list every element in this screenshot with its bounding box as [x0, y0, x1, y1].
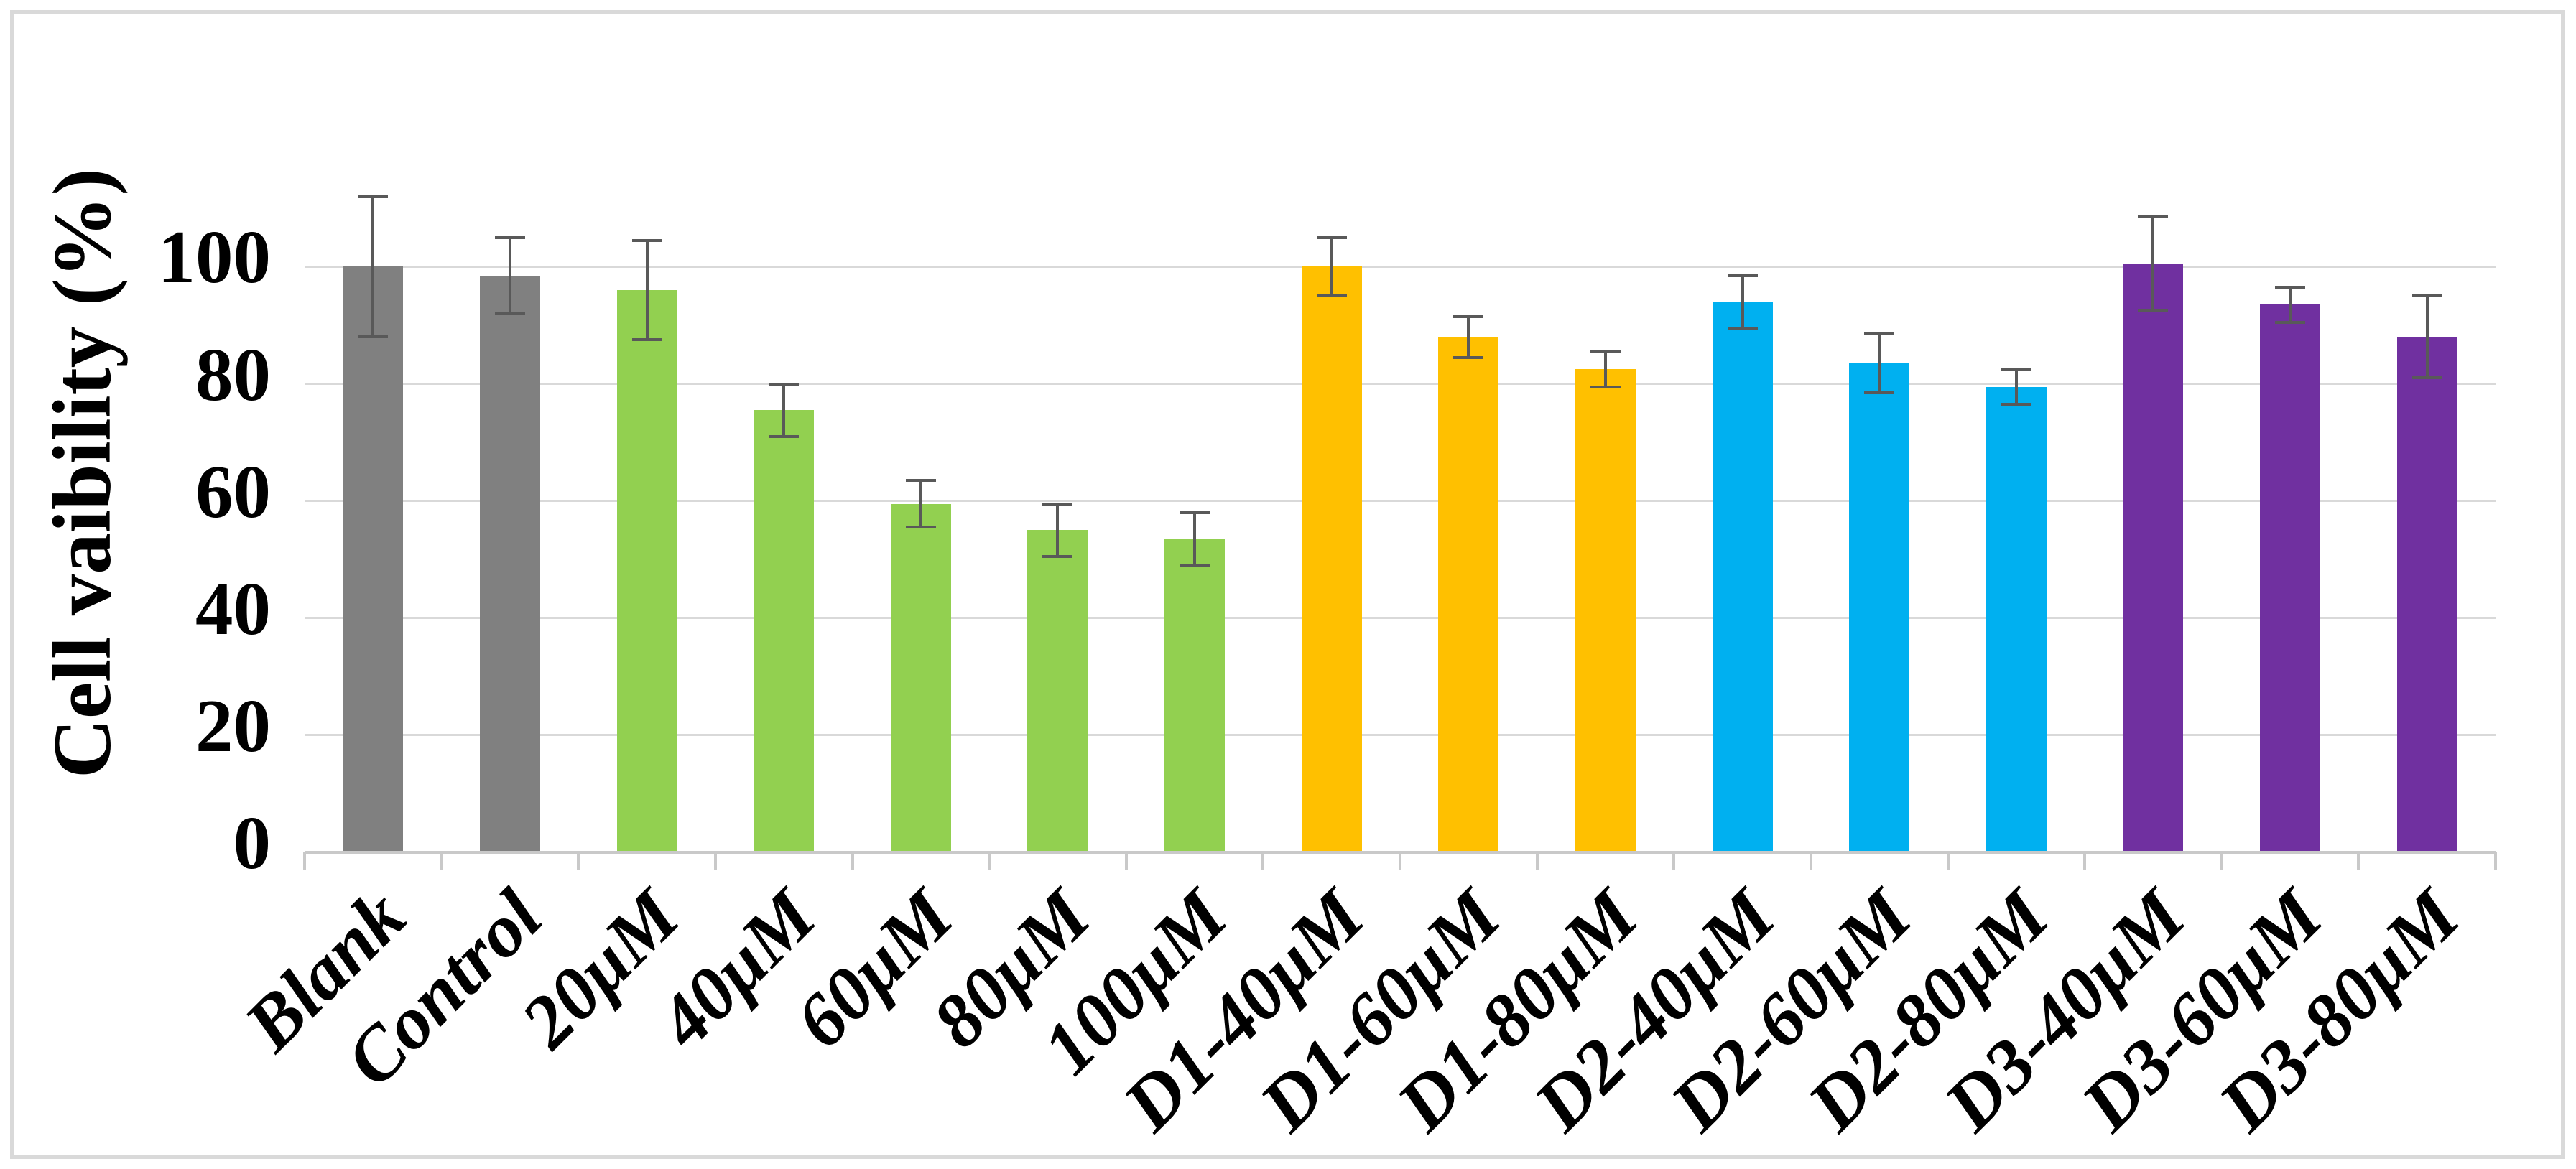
- x-axis-tick: [1946, 852, 1950, 870]
- bar-D3-80μM: [2396, 337, 2457, 852]
- bar-Control: [479, 275, 540, 852]
- y-tick-label-100: 100: [157, 215, 272, 299]
- x-axis-tick: [1535, 852, 1539, 870]
- gridline-20: [305, 734, 2496, 737]
- bar-D3-60μM: [2260, 304, 2321, 852]
- error-bar-D1-80μM: [1603, 351, 1607, 387]
- error-cap-top-Blank: [358, 195, 389, 198]
- plot-area: [305, 173, 2496, 852]
- bar-D2-40μM: [1712, 302, 1773, 852]
- error-cap-bottom-D3-40μM: [2138, 309, 2169, 312]
- bar-100μM: [1164, 539, 1226, 852]
- x-axis-tick: [577, 852, 580, 870]
- error-cap-top-Control: [494, 236, 525, 239]
- error-cap-top-D3-60μM: [2275, 286, 2306, 289]
- error-cap-bottom-60μM: [905, 526, 936, 529]
- x-axis-tick: [988, 852, 991, 870]
- x-axis-tick: [1261, 852, 1265, 870]
- bar-D3-40μM: [2123, 264, 2184, 852]
- x-axis-tick: [1809, 852, 1812, 870]
- error-cap-top-60μM: [905, 479, 936, 483]
- error-cap-top-D3-80μM: [2411, 294, 2442, 298]
- error-cap-bottom-Control: [494, 312, 525, 315]
- bar-D2-60μM: [1849, 363, 1910, 852]
- x-tick-label-20μM: 20μM: [504, 873, 695, 1064]
- error-cap-top-100μM: [1180, 511, 1210, 514]
- gridline-40: [305, 617, 2496, 620]
- y-tick-label-20: 20: [195, 683, 271, 768]
- x-axis-tick: [851, 852, 854, 870]
- error-cap-bottom-40μM: [769, 434, 800, 438]
- error-bar-40μM: [782, 383, 786, 437]
- y-tick-label-60: 60: [195, 449, 271, 534]
- error-bar-D2-80μM: [2014, 369, 2018, 405]
- error-bar-60μM: [919, 480, 922, 528]
- x-axis-tick: [2220, 852, 2223, 870]
- error-cap-bottom-100μM: [1180, 564, 1210, 567]
- error-cap-top-D1-60μM: [1453, 315, 1484, 318]
- y-tick-label-80: 80: [195, 332, 271, 416]
- error-bar-D3-40μM: [2151, 217, 2155, 311]
- bar-40μM: [754, 410, 815, 852]
- error-cap-bottom-D2-40μM: [1727, 327, 1758, 330]
- error-cap-top-D2-80μM: [2001, 368, 2031, 371]
- y-tick-label-40: 40: [195, 566, 271, 651]
- error-cap-bottom-D1-60μM: [1453, 355, 1484, 359]
- error-bar-Control: [508, 237, 511, 314]
- error-bar-D2-40μM: [1741, 275, 1744, 329]
- x-axis-tick: [713, 852, 717, 870]
- x-axis-tick: [2083, 852, 2087, 870]
- error-cap-bottom-D1-40μM: [1316, 294, 1347, 298]
- error-cap-bottom-D2-80μM: [2001, 403, 2031, 406]
- error-cap-top-20μM: [631, 238, 662, 242]
- bar-D1-40μM: [1301, 266, 1362, 852]
- error-cap-top-D2-60μM: [1864, 332, 1895, 336]
- x-axis-tick: [1399, 852, 1401, 870]
- x-axis-tick: [440, 852, 443, 870]
- error-cap-bottom-80μM: [1042, 555, 1073, 559]
- error-bar-D3-60μM: [2289, 287, 2292, 322]
- x-tick-label-40μM: 40μM: [641, 873, 832, 1064]
- error-cap-bottom-D2-60μM: [1864, 391, 1895, 394]
- bar-60μM: [890, 503, 951, 852]
- error-cap-top-D1-40μM: [1316, 236, 1347, 239]
- x-axis-tick: [303, 852, 306, 870]
- error-bar-D2-60μM: [1878, 334, 1881, 393]
- error-cap-top-D1-80μM: [1590, 350, 1621, 353]
- gridline-100: [305, 265, 2496, 268]
- error-cap-top-D3-40μM: [2138, 215, 2169, 219]
- bar-D2-80μM: [1986, 386, 2047, 852]
- error-bar-D1-40μM: [1330, 237, 1333, 297]
- x-tick-label-60μM: 60μM: [779, 873, 969, 1064]
- x-axis-tick: [2357, 852, 2360, 870]
- bar-20μM: [616, 290, 677, 852]
- error-cap-top-80μM: [1042, 502, 1073, 506]
- error-cap-bottom-D1-80μM: [1590, 385, 1621, 388]
- gridline-80: [305, 383, 2496, 386]
- chart-frame: Cell vaibility (%) 0 20 40 60 80 100 Blank Con…: [10, 10, 2565, 1159]
- error-bar-D1-60μM: [1467, 316, 1470, 358]
- x-axis-tick: [2494, 852, 2497, 870]
- error-cap-bottom-D3-60μM: [2275, 320, 2306, 324]
- error-cap-bottom-D3-80μM: [2411, 376, 2442, 380]
- error-cap-bottom-Blank: [358, 335, 389, 339]
- error-cap-top-40μM: [769, 382, 800, 386]
- bar-D1-80μM: [1575, 369, 1636, 852]
- gridline-60: [305, 500, 2496, 503]
- bar-Blank: [343, 266, 404, 852]
- x-axis-tick: [1672, 852, 1676, 870]
- bar-80μM: [1027, 530, 1088, 852]
- error-bar-80μM: [1056, 503, 1060, 557]
- bar-D1-60μM: [1438, 337, 1499, 852]
- error-cap-bottom-20μM: [631, 338, 662, 342]
- y-tick-label-0: 0: [233, 801, 272, 885]
- error-bar-Blank: [371, 196, 375, 337]
- error-bar-100μM: [1193, 513, 1197, 566]
- error-bar-D3-80μM: [2425, 296, 2429, 378]
- error-cap-top-D2-40μM: [1727, 274, 1758, 277]
- error-bar-20μM: [645, 240, 649, 340]
- x-axis-tick: [1124, 852, 1128, 870]
